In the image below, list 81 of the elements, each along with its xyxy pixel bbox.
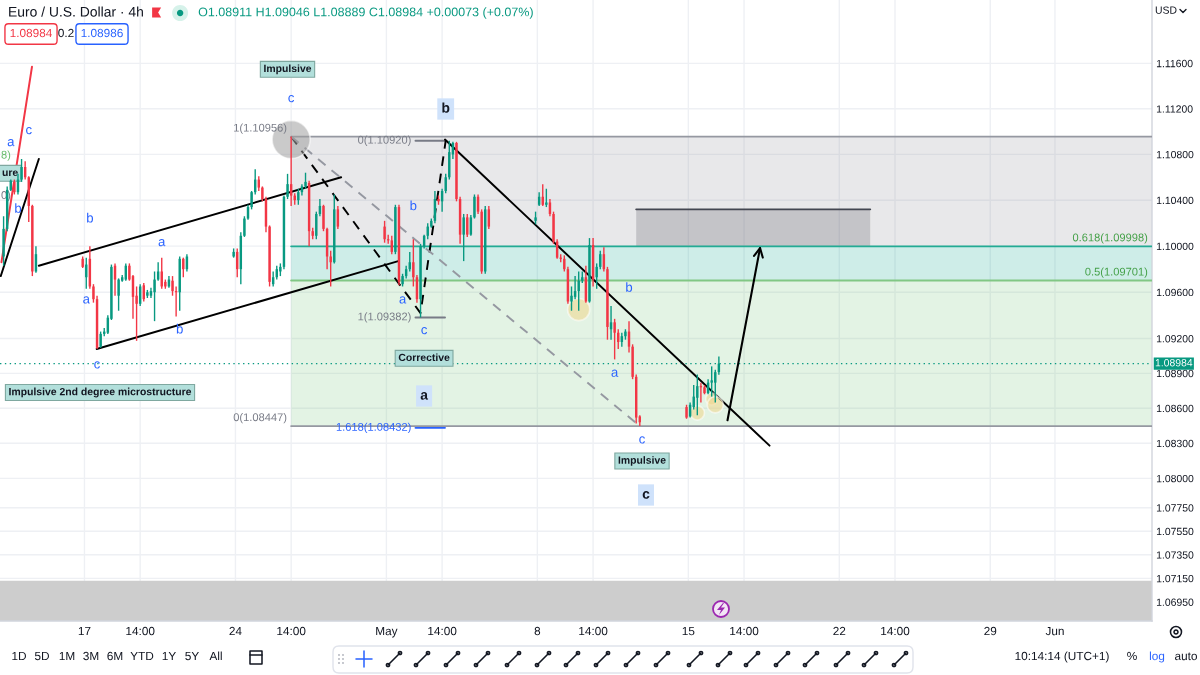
- annotation: c: [94, 361, 100, 369]
- text: %: [1127, 651, 1137, 661]
- y-tick-label: 1.08600: [1156, 404, 1194, 413]
- text: 1Y: [162, 651, 176, 661]
- ref-line-label: 1.08984: [1155, 359, 1193, 367]
- annotation: 0(1.08447): [233, 412, 287, 424]
- annotation: c: [639, 436, 645, 444]
- annotation: 8): [1, 150, 11, 161]
- text: O1.08911 H1.09046 L1.08889 C1.08984 +0.00073 (+0.07%): [198, 7, 533, 19]
- annotation: Impulsive: [618, 456, 666, 466]
- text: 1D: [12, 651, 26, 661]
- annotation: c: [26, 127, 32, 135]
- y-tick-label: 1.06950: [1156, 598, 1194, 606]
- text: auto: [1175, 652, 1197, 661]
- x-tick-label: 22: [833, 626, 846, 636]
- x-tick-label: 17: [78, 626, 91, 636]
- x-tick-label: May: [376, 626, 398, 638]
- x-tick-label: 24: [229, 626, 242, 636]
- x-tick-label: 14:00: [579, 626, 608, 636]
- annotation: a: [83, 296, 90, 304]
- annotation: 0.5(1.09701): [1085, 267, 1148, 278]
- text: 1M: [59, 651, 75, 661]
- x-tick-label: 14:00: [730, 626, 759, 636]
- annotation: Corrective: [398, 353, 450, 362]
- text: 5Y: [185, 651, 199, 661]
- annotation: 0.618(1.09998): [1072, 233, 1148, 244]
- annotation: c: [421, 327, 428, 335]
- annotation: ure: [2, 170, 18, 177]
- text: log: [1149, 651, 1165, 663]
- x-tick-label: 15: [682, 626, 695, 636]
- annotation: a: [399, 296, 407, 304]
- annotation: 1(1.09382): [358, 312, 411, 323]
- annotation: c: [288, 95, 295, 103]
- text: 10:14:14 (UTC+1): [1015, 651, 1109, 663]
- annotation: Impulsive 2nd degree microstructure: [9, 387, 192, 398]
- text: 3M: [83, 651, 99, 661]
- y-tick-label: 1.11600: [1156, 59, 1193, 68]
- y-tick-label: 1.10400: [1156, 196, 1194, 205]
- y-tick-label: 1.07150: [1156, 574, 1194, 583]
- y-tick-label: 1.08900: [1156, 369, 1194, 378]
- text: 5D: [34, 651, 49, 661]
- x-tick-label: Jun: [1045, 626, 1064, 636]
- y-tick-label: 1.10800: [1156, 150, 1194, 159]
- annotation: a: [7, 139, 15, 147]
- annotation: 1(1.10956): [234, 123, 287, 134]
- annotation: a: [420, 392, 429, 400]
- annotation: a: [611, 369, 619, 377]
- x-tick-label: 14:00: [881, 626, 910, 636]
- x-tick-label: 8: [534, 626, 541, 636]
- chart-title: Euro / U.S. Dollar · 4h: [9, 6, 143, 17]
- annotation: b: [410, 200, 417, 211]
- annotation: 1.08984: [10, 28, 52, 38]
- annotation: b: [15, 203, 22, 213]
- annotation: b: [176, 323, 183, 334]
- y-tick-label: 1.11200: [1156, 105, 1193, 113]
- x-tick-label: 14:00: [277, 626, 306, 636]
- annotation: c: [642, 491, 650, 499]
- annotation: 0.2: [58, 28, 74, 38]
- annotation: 0(1.10920): [358, 135, 411, 146]
- x-tick-label: 14:00: [126, 626, 155, 636]
- annotation: b: [442, 102, 450, 113]
- text: YTD: [130, 651, 154, 661]
- y-tick-label: 1.08300: [1156, 439, 1194, 448]
- y-tick-label: 1.10000: [1156, 242, 1194, 251]
- annotation: b: [626, 282, 633, 292]
- y-tick-label: 1.09200: [1156, 335, 1194, 343]
- annotation: b: [87, 212, 94, 223]
- y-tick-label: 1.07750: [1156, 504, 1194, 512]
- text: 6M: [107, 651, 123, 661]
- annotation: a: [158, 239, 166, 247]
- y-tick-label: 1.08000: [1156, 474, 1194, 483]
- annotation: 1.08986: [81, 28, 123, 38]
- text: All: [209, 651, 222, 661]
- annotation: 1.618(1.08432): [336, 422, 411, 434]
- y-tick-label: 1.07350: [1156, 551, 1194, 559]
- x-tick-label: 14:00: [428, 626, 457, 636]
- x-tick-label: 29: [984, 626, 997, 636]
- y-tick-label: 1.09600: [1156, 288, 1194, 297]
- text: USD: [1155, 6, 1177, 14]
- y-tick-label: 1.07550: [1156, 527, 1194, 536]
- annotation: Impulsive: [264, 64, 312, 75]
